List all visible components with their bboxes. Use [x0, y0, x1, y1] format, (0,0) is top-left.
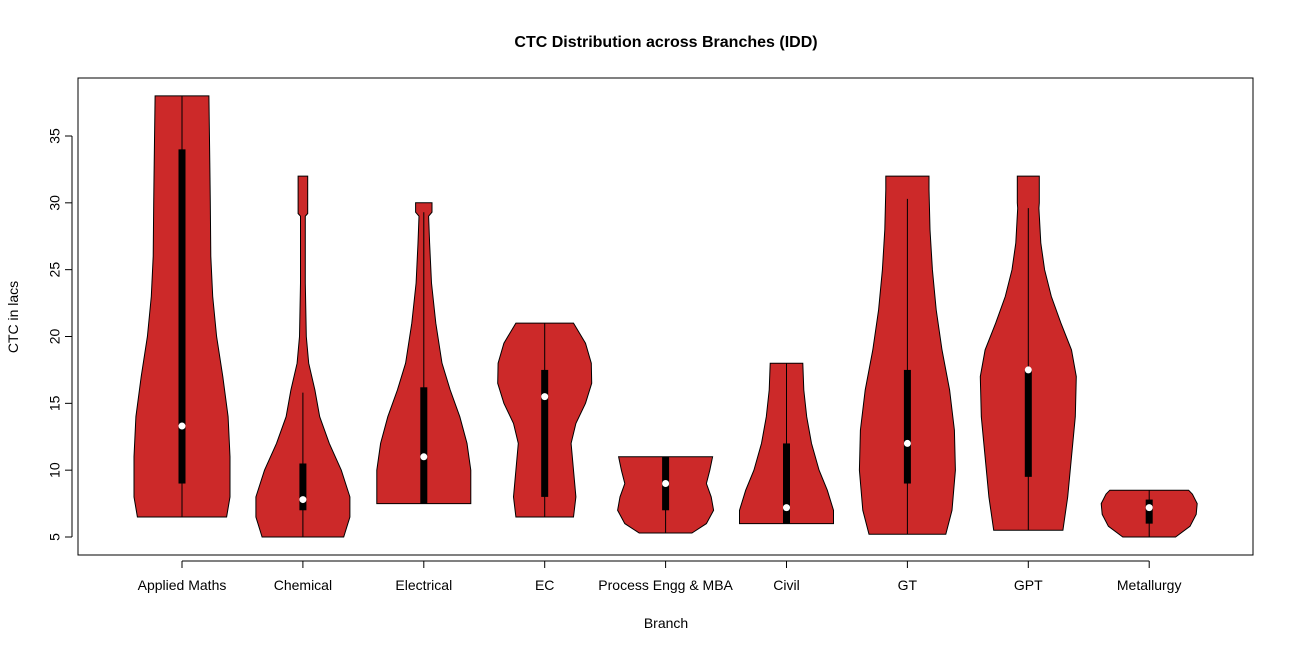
violin-metallurgy [1100, 489, 1198, 538]
violin-civil [739, 362, 834, 525]
violin-body [255, 175, 351, 538]
violin-gt [858, 175, 956, 535]
violin-process-engg-mba [617, 456, 715, 534]
chart-title: CTC Distribution across Branches (IDD) [514, 34, 817, 51]
violin-chemical [255, 175, 351, 538]
y-tick-label: 15 [47, 395, 63, 411]
x-tick-label: Electrical [395, 577, 452, 593]
x-tick-label: EC [535, 577, 554, 593]
x-tick-label: Chemical [274, 577, 332, 593]
y-tick-label: 30 [47, 195, 63, 211]
violin-iqr-box [1024, 369, 1032, 477]
violin-median-point [420, 453, 428, 461]
violin-median-point [903, 439, 911, 447]
plot-frame [77, 77, 1254, 556]
x-tick-label: Civil [773, 577, 799, 593]
x-tick-label: Applied Maths [138, 577, 227, 593]
y-tick-label: 10 [47, 462, 63, 478]
y-tick-label: 5 [47, 533, 63, 541]
violin-median-point [662, 480, 670, 488]
violin-iqr-box [903, 369, 911, 484]
violin-iqr-box [783, 443, 790, 524]
y-tick-label: 35 [47, 128, 63, 144]
violin-electrical [376, 202, 472, 505]
x-tick-label: GPT [1014, 577, 1043, 593]
violin-gpt [979, 175, 1077, 531]
violin-iqr-box [420, 387, 428, 504]
violin-iqr-box [178, 149, 186, 484]
violin-median-point [1145, 504, 1153, 512]
x-tick-label: GT [898, 577, 918, 593]
violin-median-point [783, 504, 790, 512]
violin-applied-maths [133, 95, 231, 518]
x-axis-label: Branch [644, 615, 688, 631]
x-tick-label: Metallurgy [1117, 577, 1182, 593]
x-tick-label: Process Engg & MBA [598, 577, 733, 593]
violin-median-point [299, 496, 307, 504]
violin-iqr-box [299, 463, 307, 511]
violin-ec [497, 322, 593, 518]
violin-iqr-box [1145, 499, 1153, 524]
violin-median-point [1024, 366, 1032, 374]
violin-iqr-box [541, 369, 549, 497]
y-tick-label: 25 [47, 262, 63, 278]
y-axis-label: CTC in lacs [5, 281, 21, 353]
y-tick-label: 20 [47, 329, 63, 345]
violin-median-point [541, 393, 549, 401]
violin-median-point [178, 422, 186, 430]
